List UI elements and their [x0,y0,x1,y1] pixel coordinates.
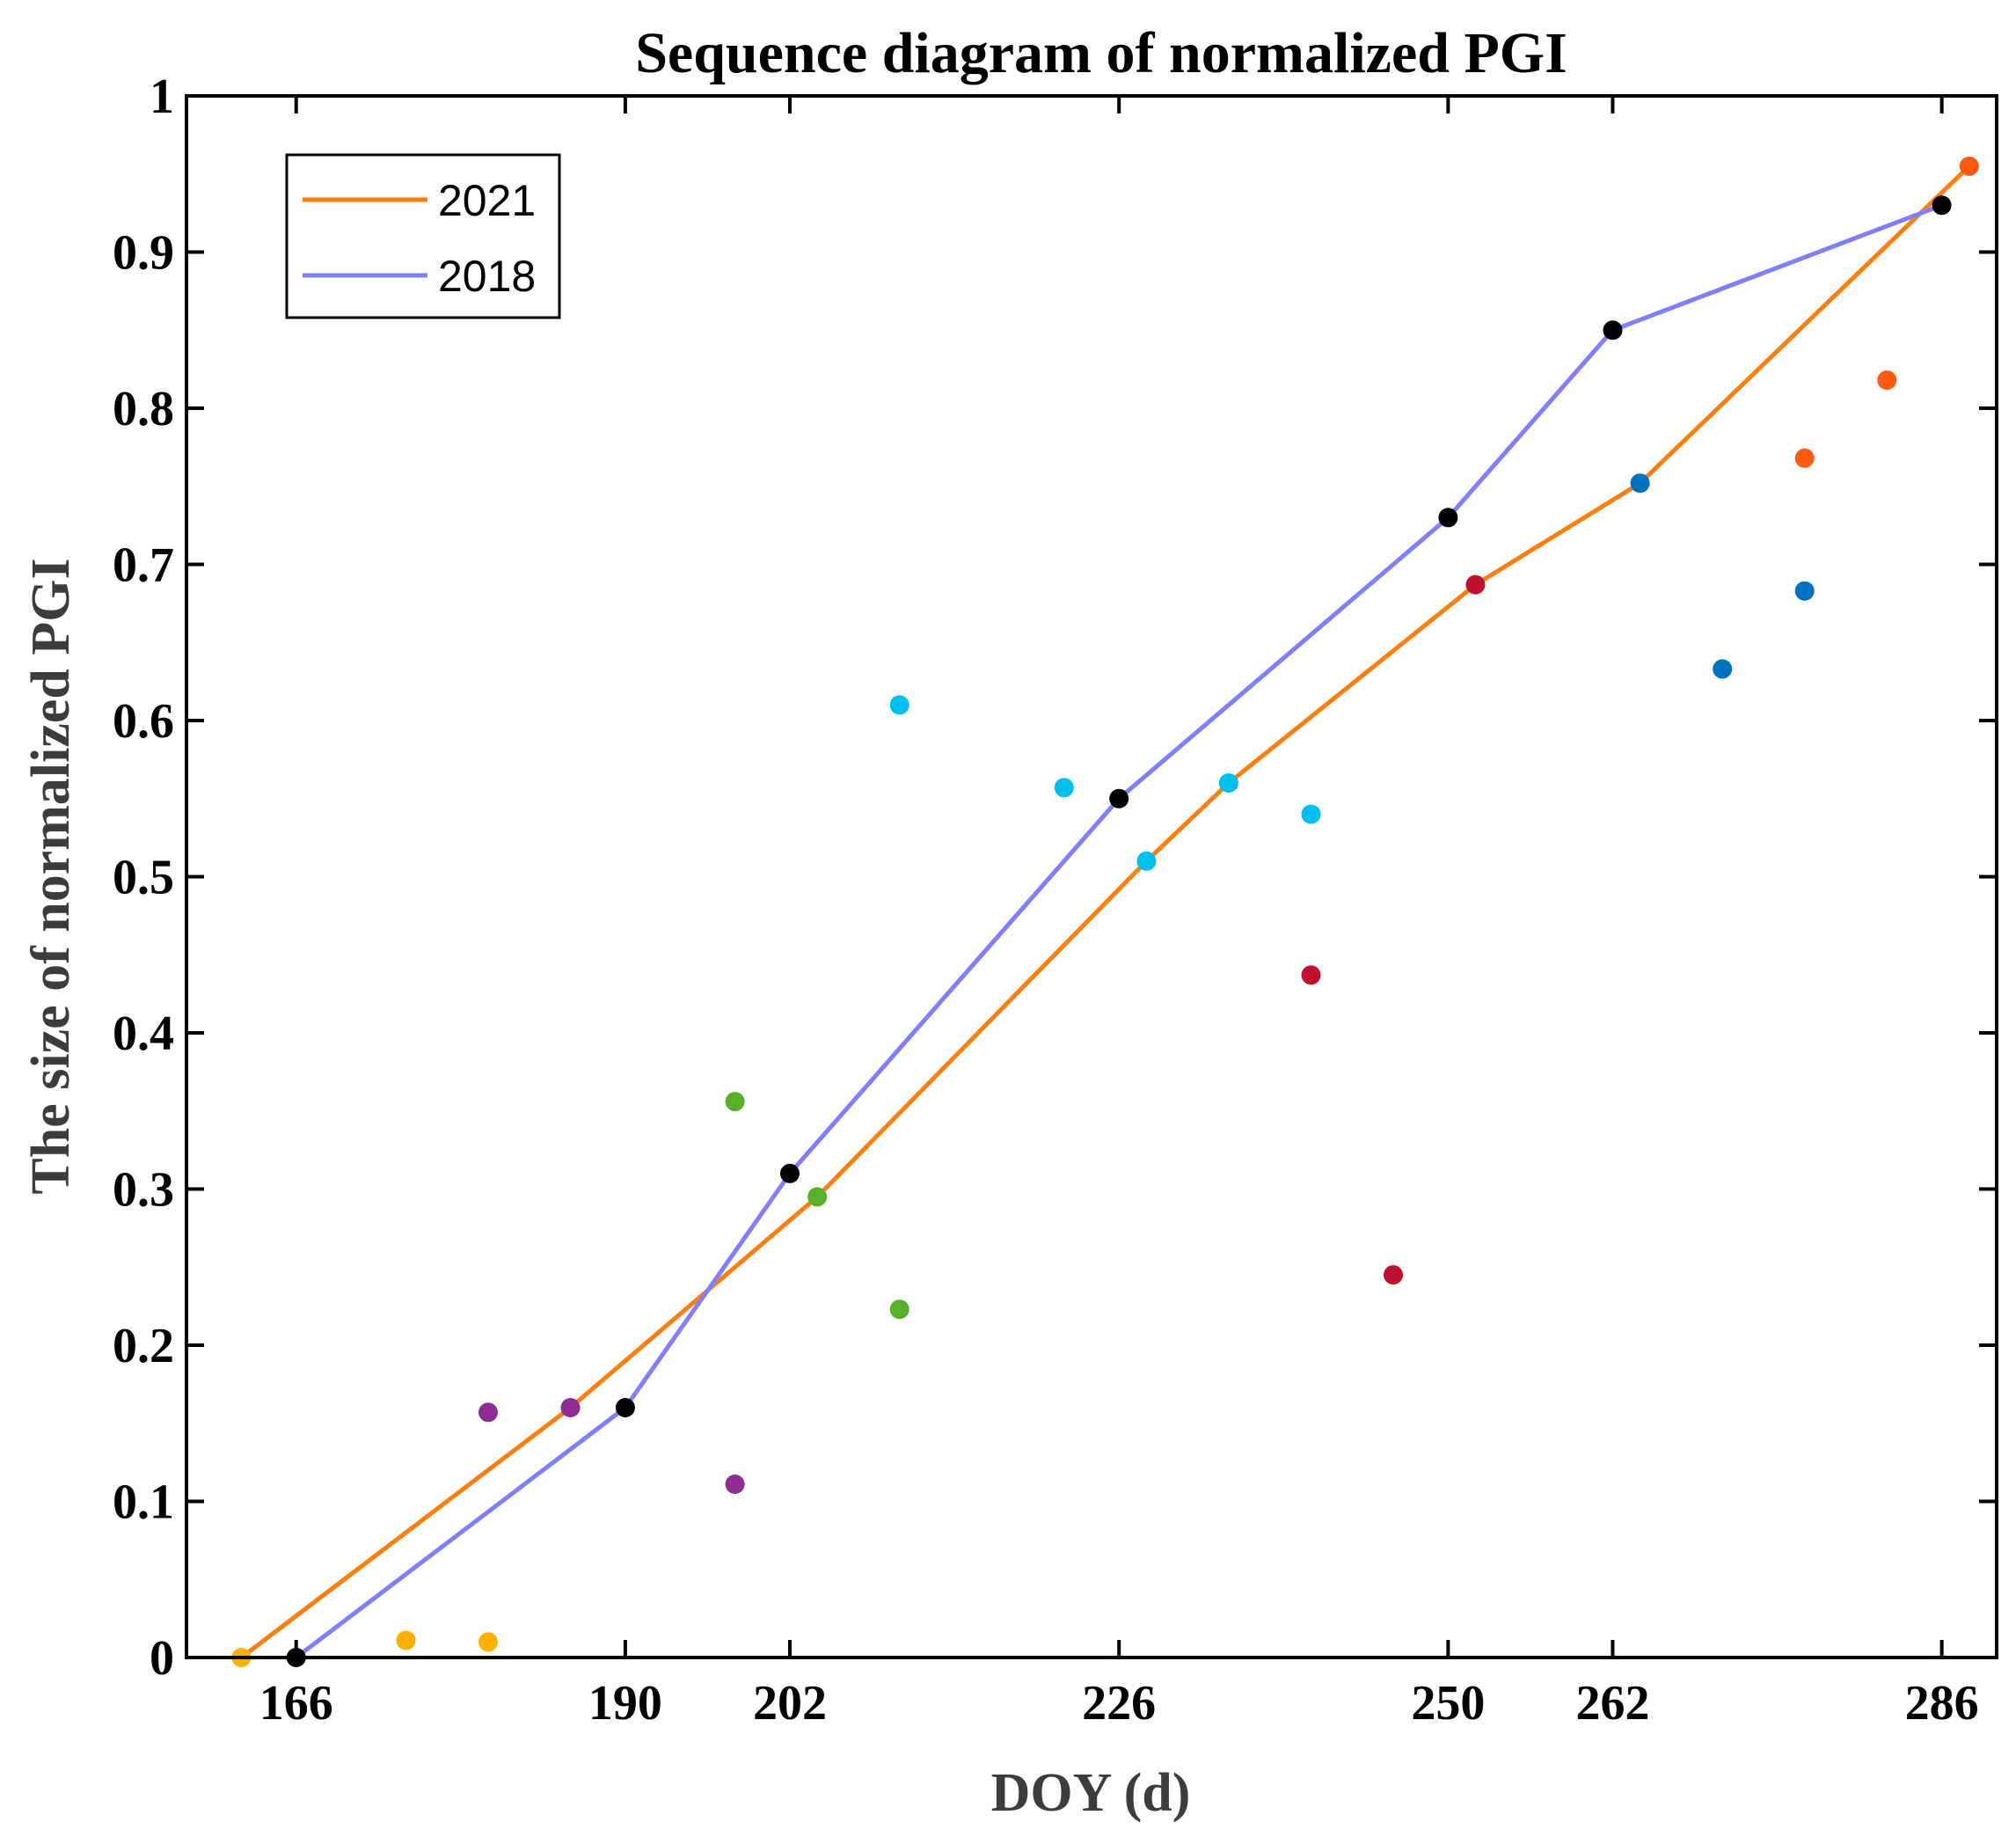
data-point[interactable] [1465,575,1486,595]
x-tick-label: 262 [1575,1676,1649,1731]
x-tick-label: 226 [1082,1676,1156,1731]
y-tick-label: 0.3 [113,1163,174,1218]
data-point[interactable] [560,1398,581,1417]
data-point[interactable] [807,1187,828,1207]
y-tick-label: 0.1 [113,1475,174,1530]
data-point[interactable] [1603,320,1623,340]
data-point[interactable] [1438,508,1458,528]
y-tick-label: 0 [150,1631,174,1686]
data-point[interactable] [1109,788,1129,809]
y-tick-label: 1 [150,70,174,124]
y-tick-label: 0.2 [113,1319,174,1373]
data-point[interactable] [615,1398,635,1417]
data-point[interactable] [396,1630,416,1650]
plot-area [186,96,1997,1658]
y-axis-label: The size of normalized PGI [21,558,81,1194]
data-point[interactable] [725,1475,745,1494]
y-tick-label: 0.4 [113,1006,174,1061]
y-tick-label: 0.6 [113,694,174,749]
legend-label-2021: 2021 [438,176,536,225]
y-tick-label: 0.5 [113,851,174,905]
data-point[interactable] [889,695,909,715]
chart-title: Sequence diagram of normalized PGI [635,21,1567,85]
data-point[interactable] [1877,370,1897,391]
data-point[interactable] [1218,773,1238,793]
data-point[interactable] [1301,965,1321,985]
y-tick-label: 0.9 [113,226,174,281]
data-point[interactable] [1713,659,1733,679]
legend-box [285,153,561,319]
data-point[interactable] [1959,156,1979,176]
y-tick-label: 0.8 [113,382,174,436]
data-point[interactable] [478,1632,498,1652]
x-tick-label: 190 [588,1676,662,1731]
x-tick-label: 166 [259,1676,333,1731]
series-line-2021 [239,165,1971,1659]
data-point[interactable] [725,1092,745,1112]
data-point[interactable] [1054,778,1074,798]
x-axis-label: DOY (d) [991,1763,1191,1823]
x-tick-label: 202 [753,1676,827,1731]
data-point[interactable] [1932,195,1952,216]
legend[interactable]: 2021 2018 [285,153,561,319]
axis-ticks: 166 190 202 226 250 262 286 0 0.1 0.2 0.3 0.4 0.5 0.6… [113,70,1997,1731]
y-tick-label: 0.7 [113,538,174,593]
data-markers [231,156,1979,1667]
data-point[interactable] [889,1299,909,1320]
data-point[interactable] [1794,581,1815,601]
data-point[interactable] [478,1402,498,1423]
x-tick-label: 286 [1905,1676,1979,1731]
data-point[interactable] [780,1163,800,1183]
legend-label-2018: 2018 [438,252,536,301]
x-tick-label: 250 [1411,1676,1485,1731]
data-point[interactable] [1301,804,1321,824]
data-point[interactable] [1794,448,1815,468]
plot-frame [185,94,1998,1659]
data-point[interactable] [1630,473,1650,494]
data-point[interactable] [1384,1265,1403,1285]
data-point[interactable] [1136,851,1157,871]
